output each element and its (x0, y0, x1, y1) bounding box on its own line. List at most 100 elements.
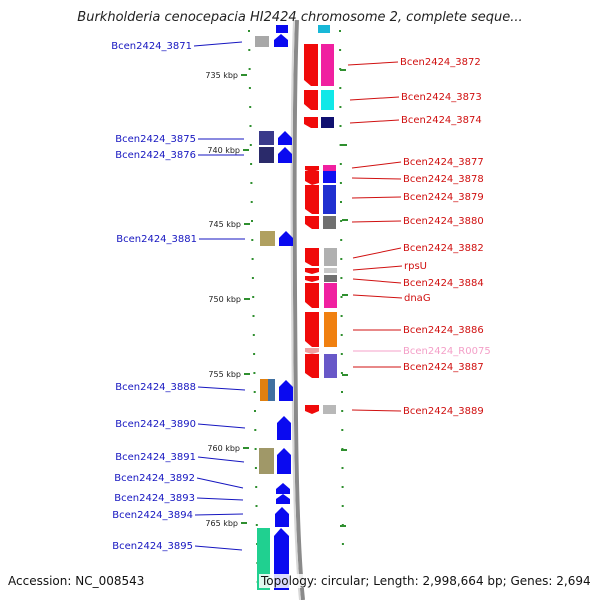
homolog-box (323, 165, 336, 171)
gene-label-right: rpsU (404, 261, 427, 272)
homolog-box (321, 90, 334, 110)
homolog-box (323, 405, 336, 414)
gene-label-right: Bcen2424_3884 (403, 278, 484, 289)
ruler-label: 760 kbp (207, 444, 240, 453)
ruler-765: 765 kbp (205, 519, 247, 528)
ruler-dot (341, 391, 343, 393)
ruler-dot (339, 30, 341, 32)
ruler-dot (341, 543, 344, 545)
ruler-dot (253, 391, 256, 393)
homolog-box (255, 36, 269, 47)
gene-label-right: dnaG (404, 293, 431, 304)
forward-genes (255, 25, 293, 590)
ruler-dot (340, 372, 343, 374)
gene-arrow-3875 (278, 131, 292, 145)
ruler-755: 755 kbp (208, 370, 250, 379)
gene-label-right: Bcen2424_3887 (403, 362, 484, 373)
ruler-dot (255, 486, 258, 488)
reverse-genes (304, 25, 337, 414)
ruler-label: 750 kbp (208, 295, 241, 304)
gene-arrow-3893 (276, 494, 290, 504)
homolog-box (324, 312, 337, 347)
right-label-list: Bcen2424_3872 Bcen2424_3873 Bcen2424_387… (400, 57, 491, 417)
left-leader-lines (193, 41, 246, 551)
gene-label-right: Bcen2424_3882 (403, 243, 484, 254)
ruler-dot (255, 524, 258, 526)
gene-arrow-3879 (305, 185, 319, 214)
ruler-dot (254, 410, 256, 412)
gene-arrow-3891 (277, 448, 291, 474)
gene-label-right: Bcen2424_3872 (400, 57, 481, 68)
gene-label-left: Bcen2424_3871 (111, 41, 192, 52)
gene-label-left: Bcen2424_3888 (115, 382, 196, 393)
gene-label-right: Bcen2424_3873 (401, 92, 482, 103)
homolog-box (260, 231, 275, 246)
ruler-dot (339, 144, 342, 146)
right-leader-lines (347, 61, 403, 412)
gene-top-partial (276, 25, 288, 33)
homolog-box (323, 171, 336, 183)
homolog-box (324, 354, 337, 378)
ruler-dot (340, 353, 343, 355)
gene-arrow-3889 (305, 405, 319, 414)
gene-label-right: Bcen2424_3877 (403, 157, 484, 168)
ruler-dot (252, 296, 255, 298)
gene-label-left: Bcen2424_3894 (112, 510, 193, 521)
ruler-dot (339, 125, 342, 127)
gene-arrow-3878 (305, 171, 319, 185)
ruler-dot (251, 258, 254, 260)
gene-label-right: Bcen2424_3879 (403, 192, 484, 203)
ruler-dot (339, 87, 342, 89)
gene-label-left: Bcen2424_3891 (115, 452, 196, 463)
gene-arrow-3880 (305, 216, 319, 229)
ruler-dot (340, 296, 343, 298)
gene-arrow-dnaG (305, 283, 319, 308)
homolog-box (260, 379, 268, 401)
gene-arrow-3884 (305, 276, 319, 282)
homolog-box (268, 379, 275, 401)
ruler-dot (339, 106, 342, 108)
ruler-dot (253, 353, 256, 355)
gene-arrow-3886 (305, 312, 319, 347)
gene-arrow-3887 (305, 354, 319, 378)
ruler-label: 745 kbp (208, 220, 241, 229)
ruler-dot (251, 239, 254, 241)
accession-text: Accession: NC_008543 (8, 574, 145, 588)
ruler-dot (248, 87, 251, 89)
ruler-dot (249, 144, 252, 146)
ruler-label: 735 kbp (205, 71, 238, 80)
ruler-dot (341, 505, 344, 507)
gene-arrow-3881 (279, 231, 293, 246)
gene-label-right: Bcen2424_3880 (403, 216, 484, 227)
ruler-735: 735 kbp (205, 71, 247, 80)
ruler-745: 745 kbp (208, 220, 250, 229)
ruler-dot (340, 220, 343, 222)
right-ruler-ticks (340, 69, 348, 527)
gene-label-right: Bcen2424_3874 (401, 115, 482, 126)
ruler-dot (249, 106, 252, 108)
ruler-dot (341, 410, 344, 412)
ruler-dot (250, 201, 253, 203)
ruler-740: 740 kbp (207, 146, 249, 155)
gene-top-partial (318, 25, 330, 33)
gene-arrow-R0075 (305, 348, 319, 354)
gene-arrow-3890 (277, 416, 291, 440)
homolog-box (323, 216, 336, 229)
gene-arrow-3877 (305, 166, 319, 172)
ruler-dot (248, 68, 251, 70)
gene-label-left: Bcen2424_3875 (115, 134, 196, 145)
ruler-dot (339, 163, 342, 165)
gene-arrow-3888 (279, 380, 293, 401)
gene-label-left: Bcen2424_3892 (114, 473, 195, 484)
ruler-dot (252, 315, 255, 317)
ruler-dot (340, 315, 343, 317)
ruler-dot (340, 277, 343, 279)
ruler-dot (254, 448, 257, 450)
ruler-dot (340, 239, 343, 241)
ruler-dot (250, 163, 253, 165)
gene-label-right: Bcen2424_3878 (403, 174, 484, 185)
ruler-dot (341, 486, 344, 488)
ruler-dot (250, 182, 253, 184)
homolog-box (321, 44, 334, 86)
homolog-box (323, 185, 336, 214)
